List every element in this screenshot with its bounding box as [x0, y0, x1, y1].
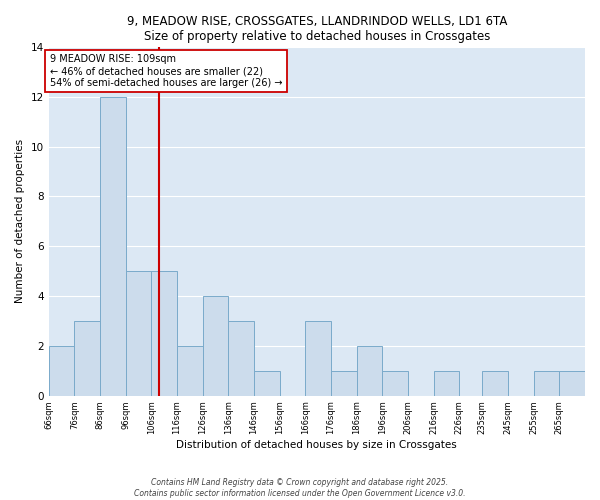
Bar — [533, 371, 559, 396]
Bar — [49, 346, 74, 396]
Bar — [177, 346, 203, 396]
Bar — [74, 321, 100, 396]
Text: Contains HM Land Registry data © Crown copyright and database right 2025.
Contai: Contains HM Land Registry data © Crown c… — [134, 478, 466, 498]
Bar — [305, 321, 331, 396]
Bar — [559, 371, 585, 396]
Bar — [482, 371, 508, 396]
Bar — [331, 371, 356, 396]
Bar — [151, 271, 177, 396]
Bar — [228, 321, 254, 396]
Bar — [356, 346, 382, 396]
Bar — [203, 296, 228, 396]
Bar — [125, 271, 151, 396]
X-axis label: Distribution of detached houses by size in Crossgates: Distribution of detached houses by size … — [176, 440, 457, 450]
Bar — [254, 371, 280, 396]
Y-axis label: Number of detached properties: Number of detached properties — [15, 140, 25, 304]
Bar — [100, 97, 125, 396]
Bar — [382, 371, 408, 396]
Text: 9 MEADOW RISE: 109sqm
← 46% of detached houses are smaller (22)
54% of semi-deta: 9 MEADOW RISE: 109sqm ← 46% of detached … — [50, 54, 283, 88]
Title: 9, MEADOW RISE, CROSSGATES, LLANDRINDOD WELLS, LD1 6TA
Size of property relative: 9, MEADOW RISE, CROSSGATES, LLANDRINDOD … — [127, 15, 507, 43]
Bar — [434, 371, 459, 396]
